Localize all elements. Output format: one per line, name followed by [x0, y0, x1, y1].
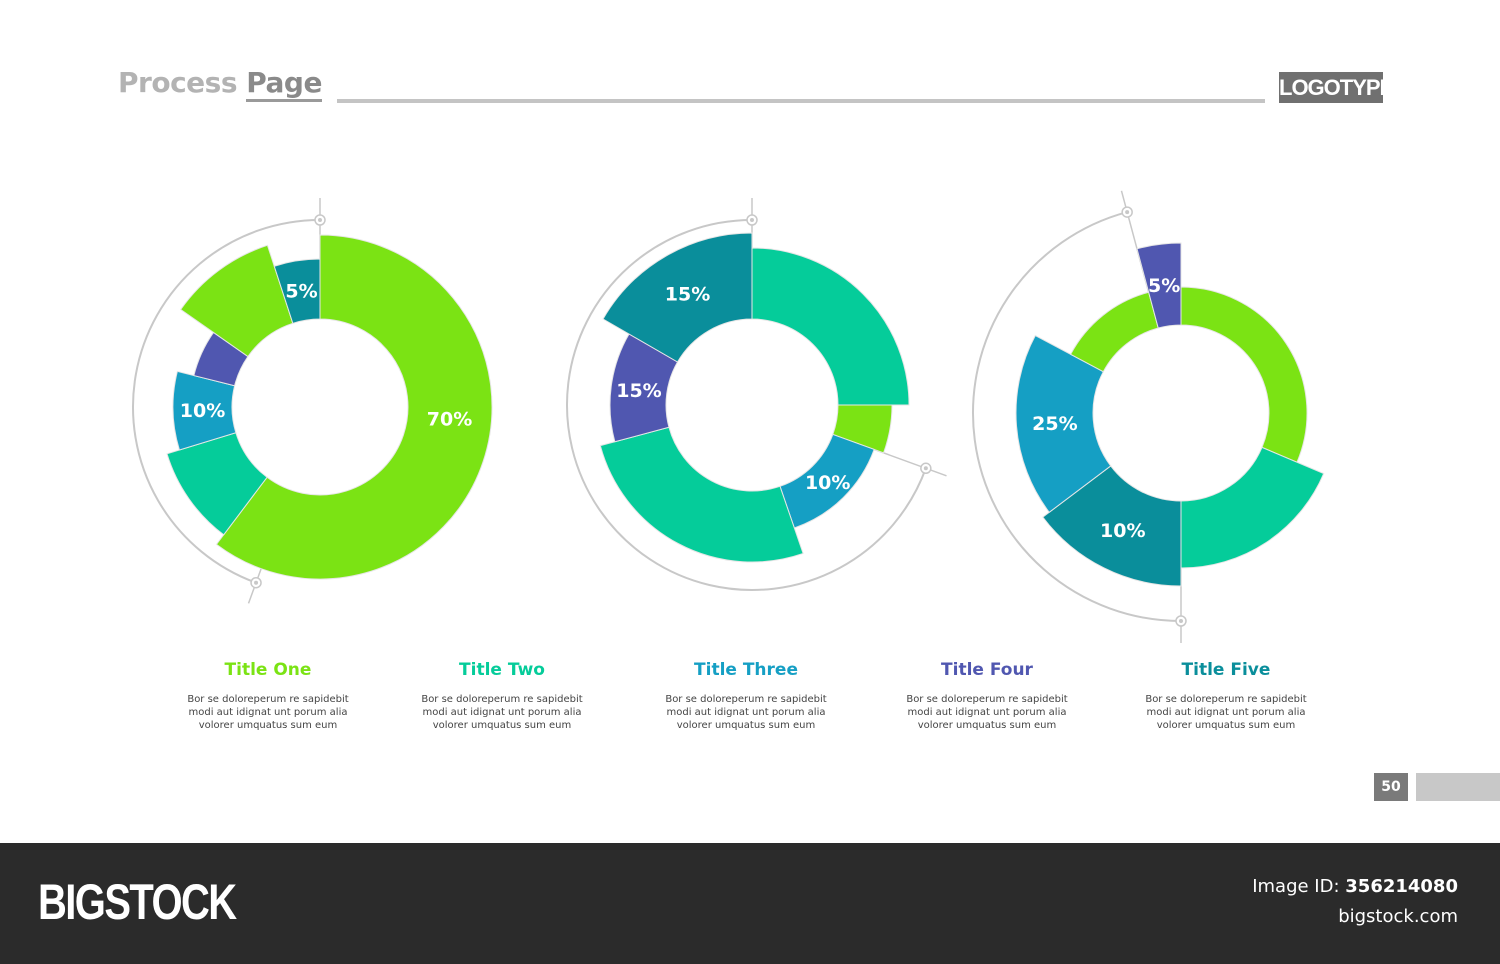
- segment-label: 70%: [427, 408, 472, 430]
- caption-2: Title Two Bor se doloreperum re sapidebi…: [382, 660, 622, 732]
- page-number: 50: [1374, 773, 1408, 801]
- donut-segment: [273, 258, 321, 324]
- caption-title: Title Two: [459, 660, 545, 680]
- donut-charts: 70% 10% 5% 10% 15% 15% 10% 25% 5%: [132, 190, 1325, 643]
- segment-label: 15%: [665, 283, 710, 305]
- segment-label: 10%: [180, 400, 225, 422]
- donut-segment: [602, 232, 753, 363]
- guide-arc: [566, 219, 927, 591]
- donut-segment: [1069, 291, 1159, 373]
- brand-logo: BIGSTOCK: [38, 874, 237, 930]
- guide-node-dot: [318, 218, 322, 222]
- caption-text: Bor se doloreperum re sapidebit modi aut …: [665, 694, 827, 731]
- caption-title: Title Five: [1181, 660, 1271, 680]
- donut-segment: [1015, 334, 1112, 513]
- donut-chart-2: 10% 15% 15%: [566, 198, 947, 591]
- guide-node-dot: [1125, 210, 1130, 215]
- donut-segment: [599, 426, 804, 563]
- image-id: Image ID: 356214080: [1252, 876, 1458, 897]
- guide-node-dot: [750, 218, 754, 222]
- caption-text: Bor se doloreperum re sapidebit modi aut …: [421, 694, 583, 731]
- segment-label: 15%: [616, 380, 661, 402]
- footer-bar: BIGSTOCK Image ID: 356214080 bigstock.co…: [0, 843, 1500, 964]
- donut-segment: [1136, 242, 1182, 329]
- guide-arc: [972, 211, 1182, 622]
- segment-label: 5%: [1148, 275, 1180, 297]
- segment-label: 10%: [1100, 520, 1145, 542]
- donut-chart-3: 10% 25% 5%: [972, 190, 1325, 643]
- caption-4: Title Four Bor se doloreperum re sapideb…: [867, 660, 1107, 732]
- page-bar: [1416, 773, 1500, 801]
- segment-label: 10%: [805, 472, 850, 494]
- caption-text: Bor se doloreperum re sapidebit modi aut …: [906, 694, 1068, 731]
- caption-text: Bor se doloreperum re sapidebit modi aut …: [187, 694, 349, 731]
- logo: LOGOTYPE: [1279, 72, 1394, 103]
- donut-chart-1: 70% 10% 5%: [132, 198, 493, 604]
- donut-segment: [751, 247, 910, 406]
- caption-title: Title Three: [694, 660, 798, 680]
- caption-1: Title One Bor se doloreperum re sapidebi…: [148, 660, 388, 732]
- segment-label: 25%: [1032, 413, 1077, 435]
- donut-segment: [1180, 286, 1308, 463]
- header-divider: [337, 99, 1265, 103]
- guide-node-dot: [923, 466, 928, 471]
- donut-segment: [180, 244, 294, 358]
- site-link: bigstock.com: [1338, 906, 1458, 927]
- guide-node-dot: [254, 580, 259, 585]
- caption-title: Title Four: [941, 660, 1033, 680]
- guide-node-dot: [1179, 619, 1183, 623]
- caption-3: Title Three Bor se doloreperum re sapide…: [626, 660, 866, 732]
- donut-segment: [1180, 446, 1325, 569]
- donut-segment: [166, 432, 268, 536]
- segment-label: 5%: [285, 280, 317, 302]
- donut-segment: [1042, 465, 1182, 587]
- donut-segment: [215, 234, 493, 580]
- caption-title: Title One: [224, 660, 312, 680]
- caption-5: Title Five Bor se doloreperum re sapideb…: [1106, 660, 1346, 732]
- guide-arc: [132, 219, 321, 584]
- page-title: Process Page: [118, 66, 322, 102]
- caption-text: Bor se doloreperum re sapidebit modi aut …: [1145, 694, 1307, 731]
